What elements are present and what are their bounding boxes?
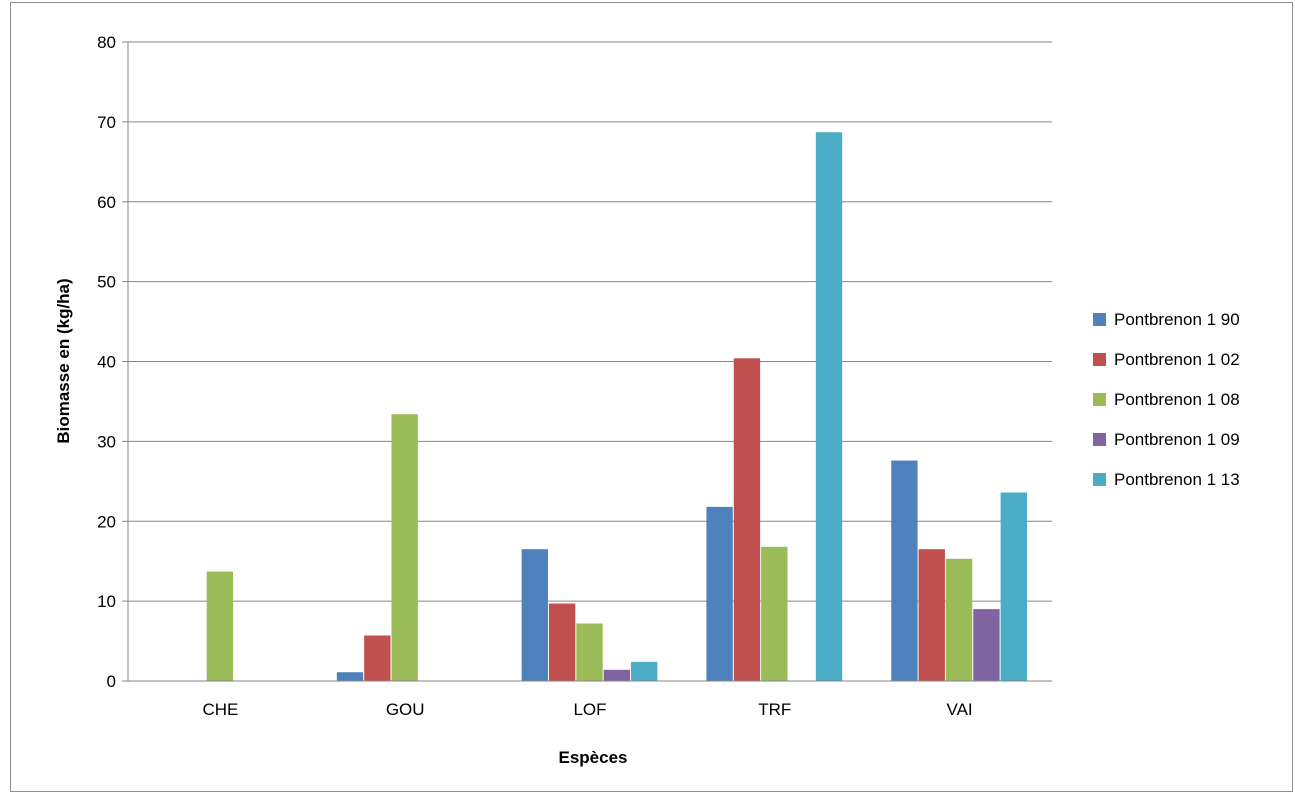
x-tick-label: TRF (758, 700, 791, 719)
bar-lof-5 (631, 661, 658, 681)
bars (206, 132, 1027, 682)
legend: Pontbrenon 1 90 Pontbrenon 1 02 Pontbrenon… (1093, 310, 1240, 489)
y-axis-title: Biomasse en (kg/ha) (54, 278, 73, 443)
x-tick-label: VAI (947, 700, 973, 719)
y-tick-label: 30 (97, 432, 116, 451)
bar-lof-4 (603, 669, 631, 681)
x-tick-label: CHE (202, 700, 238, 719)
bar-lof-1 (521, 549, 548, 681)
x-tick-label: LOF (573, 700, 606, 719)
y-tick-labels: 0 10 20 30 40 50 60 70 80 (97, 33, 116, 691)
bar-vai-3 (945, 558, 973, 681)
bar-lof-3 (576, 623, 603, 681)
legend-swatch (1093, 353, 1106, 366)
y-tick-label: 0 (107, 672, 116, 691)
legend-swatch (1093, 473, 1106, 486)
bar-vai-1 (891, 460, 918, 681)
y-tick-label: 20 (97, 512, 116, 531)
bar-vai-4 (973, 609, 1000, 681)
y-tick-label: 70 (97, 113, 116, 132)
bar-lof-2 (548, 603, 576, 681)
legend-label: Pontbrenon 1 90 (1114, 310, 1240, 329)
bar-trf-5 (815, 132, 843, 682)
bar-trf-1 (706, 506, 733, 681)
y-tick-label: 40 (97, 353, 116, 372)
bar-vai-5 (1000, 492, 1027, 681)
y-tick-label: 50 (97, 273, 116, 292)
axes (127, 42, 1052, 682)
bar-gou-1 (336, 672, 364, 681)
legend-label: Pontbrenon 1 08 (1114, 390, 1240, 409)
legend-label: Pontbrenon 1 09 (1114, 430, 1240, 449)
bar-trf-2 (733, 358, 761, 681)
x-tick-labels: CHE GOU LOF TRF VAI (202, 700, 972, 719)
bar-trf-3 (761, 546, 788, 681)
legend-swatch (1093, 433, 1106, 446)
legend-swatch (1093, 393, 1106, 406)
legend-label: Pontbrenon 1 02 (1114, 350, 1240, 369)
bar-vai-2 (918, 549, 945, 681)
bar-che-3 (206, 571, 234, 681)
y-tick-label: 10 (97, 592, 116, 611)
legend-swatch (1093, 313, 1106, 326)
bar-gou-3 (391, 414, 418, 681)
y-tick-label: 60 (97, 193, 116, 212)
bar-gou-2 (364, 635, 391, 681)
x-tick-label: GOU (386, 700, 425, 719)
legend-label: Pontbrenon 1 13 (1114, 470, 1240, 489)
x-axis-title: Espèces (559, 748, 628, 767)
y-tick-label: 80 (97, 33, 116, 52)
